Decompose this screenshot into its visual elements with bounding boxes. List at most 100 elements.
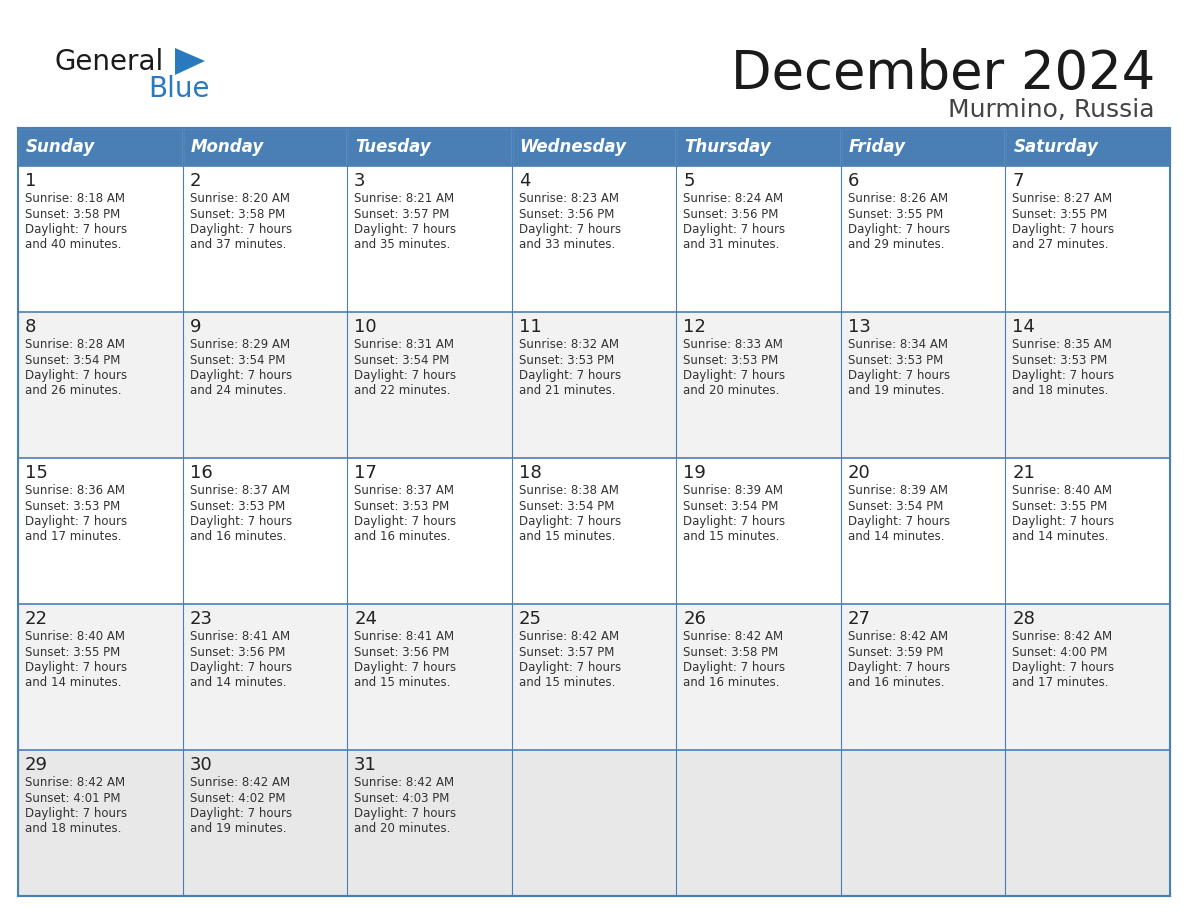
Text: 26: 26 xyxy=(683,610,706,628)
Text: 17: 17 xyxy=(354,464,377,482)
Text: Sunset: 4:02 PM: Sunset: 4:02 PM xyxy=(190,791,285,804)
Text: Daylight: 7 hours: Daylight: 7 hours xyxy=(519,223,621,236)
Text: Daylight: 7 hours: Daylight: 7 hours xyxy=(354,515,456,528)
Bar xyxy=(183,128,347,166)
Text: 30: 30 xyxy=(190,756,213,774)
Text: Sunset: 3:56 PM: Sunset: 3:56 PM xyxy=(683,207,778,220)
Text: and 19 minutes.: and 19 minutes. xyxy=(190,823,286,835)
Text: and 15 minutes.: and 15 minutes. xyxy=(683,531,779,543)
Text: 18: 18 xyxy=(519,464,542,482)
Text: and 14 minutes.: and 14 minutes. xyxy=(190,677,286,689)
Text: and 27 minutes.: and 27 minutes. xyxy=(1012,239,1108,252)
Text: Sunset: 3:54 PM: Sunset: 3:54 PM xyxy=(519,499,614,512)
Text: and 15 minutes.: and 15 minutes. xyxy=(354,677,450,689)
Text: Sunset: 3:56 PM: Sunset: 3:56 PM xyxy=(354,645,449,658)
Text: Sunrise: 8:42 AM: Sunrise: 8:42 AM xyxy=(25,776,125,789)
Text: 2: 2 xyxy=(190,172,201,190)
Text: and 16 minutes.: and 16 minutes. xyxy=(848,677,944,689)
Text: Daylight: 7 hours: Daylight: 7 hours xyxy=(848,661,950,674)
Text: Daylight: 7 hours: Daylight: 7 hours xyxy=(354,807,456,820)
Text: Sunrise: 8:28 AM: Sunrise: 8:28 AM xyxy=(25,338,125,351)
Text: Sunset: 3:53 PM: Sunset: 3:53 PM xyxy=(1012,353,1107,366)
Text: Sunset: 3:54 PM: Sunset: 3:54 PM xyxy=(25,353,120,366)
Text: and 20 minutes.: and 20 minutes. xyxy=(683,385,779,397)
Text: and 29 minutes.: and 29 minutes. xyxy=(848,239,944,252)
Text: Friday: Friday xyxy=(849,138,906,156)
Text: Sunset: 4:03 PM: Sunset: 4:03 PM xyxy=(354,791,449,804)
Text: 23: 23 xyxy=(190,610,213,628)
Text: Sunset: 3:59 PM: Sunset: 3:59 PM xyxy=(848,645,943,658)
Text: Sunset: 3:54 PM: Sunset: 3:54 PM xyxy=(190,353,285,366)
Text: Sunrise: 8:42 AM: Sunrise: 8:42 AM xyxy=(848,630,948,643)
Text: and 37 minutes.: and 37 minutes. xyxy=(190,239,286,252)
Text: Daylight: 7 hours: Daylight: 7 hours xyxy=(354,223,456,236)
Text: Sunrise: 8:24 AM: Sunrise: 8:24 AM xyxy=(683,192,783,205)
Text: Sunrise: 8:32 AM: Sunrise: 8:32 AM xyxy=(519,338,619,351)
Text: 27: 27 xyxy=(848,610,871,628)
Text: and 17 minutes.: and 17 minutes. xyxy=(25,531,121,543)
Text: Sunset: 3:58 PM: Sunset: 3:58 PM xyxy=(25,207,120,220)
Text: Sunrise: 8:42 AM: Sunrise: 8:42 AM xyxy=(519,630,619,643)
Text: 7: 7 xyxy=(1012,172,1024,190)
Text: 20: 20 xyxy=(848,464,871,482)
Text: Daylight: 7 hours: Daylight: 7 hours xyxy=(25,807,127,820)
Text: 31: 31 xyxy=(354,756,377,774)
Text: and 14 minutes.: and 14 minutes. xyxy=(848,531,944,543)
Text: Sunset: 3:55 PM: Sunset: 3:55 PM xyxy=(848,207,943,220)
Text: Sunrise: 8:26 AM: Sunrise: 8:26 AM xyxy=(848,192,948,205)
Text: and 14 minutes.: and 14 minutes. xyxy=(25,677,121,689)
Text: 4: 4 xyxy=(519,172,530,190)
Text: Sunday: Sunday xyxy=(26,138,95,156)
Text: Daylight: 7 hours: Daylight: 7 hours xyxy=(683,369,785,382)
Text: Daylight: 7 hours: Daylight: 7 hours xyxy=(190,661,292,674)
Text: Wednesday: Wednesday xyxy=(519,138,627,156)
Text: Sunrise: 8:23 AM: Sunrise: 8:23 AM xyxy=(519,192,619,205)
Text: Sunset: 3:53 PM: Sunset: 3:53 PM xyxy=(25,499,120,512)
Text: 29: 29 xyxy=(25,756,48,774)
Text: Sunrise: 8:39 AM: Sunrise: 8:39 AM xyxy=(848,484,948,497)
Text: Sunrise: 8:42 AM: Sunrise: 8:42 AM xyxy=(354,776,454,789)
Text: Thursday: Thursday xyxy=(684,138,771,156)
Text: and 16 minutes.: and 16 minutes. xyxy=(190,531,286,543)
Text: and 21 minutes.: and 21 minutes. xyxy=(519,385,615,397)
Text: and 18 minutes.: and 18 minutes. xyxy=(1012,385,1108,397)
Text: Daylight: 7 hours: Daylight: 7 hours xyxy=(25,515,127,528)
Text: December 2024: December 2024 xyxy=(731,48,1155,100)
Text: Sunset: 3:54 PM: Sunset: 3:54 PM xyxy=(848,499,943,512)
Text: Sunset: 3:53 PM: Sunset: 3:53 PM xyxy=(848,353,943,366)
Text: Sunrise: 8:42 AM: Sunrise: 8:42 AM xyxy=(683,630,783,643)
Text: Sunrise: 8:31 AM: Sunrise: 8:31 AM xyxy=(354,338,454,351)
Text: 21: 21 xyxy=(1012,464,1035,482)
Text: Sunrise: 8:37 AM: Sunrise: 8:37 AM xyxy=(354,484,454,497)
Text: Sunrise: 8:20 AM: Sunrise: 8:20 AM xyxy=(190,192,290,205)
Bar xyxy=(18,750,1170,896)
Text: 5: 5 xyxy=(683,172,695,190)
Text: Sunrise: 8:40 AM: Sunrise: 8:40 AM xyxy=(1012,484,1112,497)
Text: Monday: Monday xyxy=(190,138,264,156)
Text: Sunset: 3:56 PM: Sunset: 3:56 PM xyxy=(190,645,285,658)
Text: and 33 minutes.: and 33 minutes. xyxy=(519,239,615,252)
Text: Daylight: 7 hours: Daylight: 7 hours xyxy=(848,369,950,382)
Text: Tuesday: Tuesday xyxy=(355,138,431,156)
Text: and 24 minutes.: and 24 minutes. xyxy=(190,385,286,397)
Text: Daylight: 7 hours: Daylight: 7 hours xyxy=(848,223,950,236)
Text: and 14 minutes.: and 14 minutes. xyxy=(1012,531,1108,543)
Text: Sunset: 3:58 PM: Sunset: 3:58 PM xyxy=(683,645,778,658)
Bar xyxy=(18,128,183,166)
Text: Daylight: 7 hours: Daylight: 7 hours xyxy=(683,661,785,674)
Text: and 16 minutes.: and 16 minutes. xyxy=(683,677,779,689)
Text: Sunset: 3:57 PM: Sunset: 3:57 PM xyxy=(354,207,449,220)
Text: Sunset: 3:53 PM: Sunset: 3:53 PM xyxy=(354,499,449,512)
Text: Blue: Blue xyxy=(148,75,209,103)
Text: 22: 22 xyxy=(25,610,48,628)
Bar xyxy=(18,604,1170,750)
Bar xyxy=(676,128,841,166)
Text: Sunset: 3:55 PM: Sunset: 3:55 PM xyxy=(25,645,120,658)
Text: 25: 25 xyxy=(519,610,542,628)
Text: Daylight: 7 hours: Daylight: 7 hours xyxy=(25,369,127,382)
Text: Sunset: 3:53 PM: Sunset: 3:53 PM xyxy=(190,499,285,512)
Text: 6: 6 xyxy=(848,172,859,190)
Text: Daylight: 7 hours: Daylight: 7 hours xyxy=(25,661,127,674)
Text: Sunrise: 8:33 AM: Sunrise: 8:33 AM xyxy=(683,338,783,351)
Text: and 15 minutes.: and 15 minutes. xyxy=(519,531,615,543)
